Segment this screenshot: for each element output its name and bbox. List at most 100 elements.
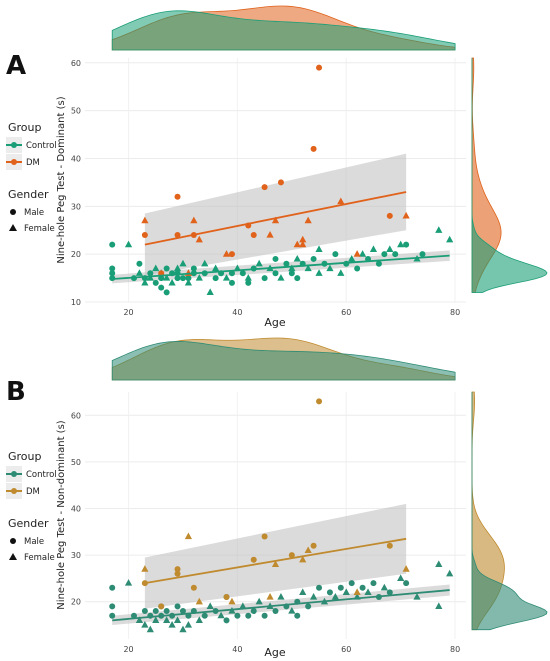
confidence-band-dm <box>144 503 407 609</box>
data-point-triangle <box>141 621 149 628</box>
panel-b: B 20 40 60 80 20 30 40 50 60 Age Nine-hole Peg T… <box>6 337 548 659</box>
data-point-triangle <box>310 593 318 600</box>
data-point-triangle <box>173 264 182 272</box>
y-tick-label: 40 <box>71 154 81 163</box>
data-point-triangle <box>277 274 285 281</box>
data-point-circle <box>354 265 361 272</box>
data-point-circle <box>261 612 268 619</box>
data-point-circle <box>403 241 410 248</box>
data-point-triangle <box>446 569 454 577</box>
panel-a-legend-control: Control <box>6 137 57 153</box>
data-point-circle <box>185 275 192 282</box>
legend-label-male: Male <box>24 537 44 547</box>
data-point-triangle <box>217 611 225 619</box>
data-point-circle <box>316 64 323 71</box>
data-point-circle <box>272 270 279 277</box>
data-point-triangle <box>239 602 247 609</box>
data-point-triangle <box>206 288 214 296</box>
x-tick-label: 40 <box>232 645 242 654</box>
x-tick-label: 20 <box>123 645 133 654</box>
legend-female-triangle-icon <box>9 224 17 231</box>
data-point-triangle <box>271 216 280 224</box>
data-point-circle <box>403 580 410 587</box>
data-point-triangle <box>168 278 176 286</box>
data-point-circle <box>261 275 268 282</box>
panel-b-points <box>109 398 454 633</box>
data-point-triangle <box>271 560 280 568</box>
data-point-circle <box>179 275 186 282</box>
data-point-triangle <box>255 597 263 605</box>
data-point-circle <box>277 179 284 186</box>
data-point-triangle <box>201 259 209 267</box>
data-point-circle <box>223 617 230 624</box>
data-point-circle <box>288 270 295 277</box>
data-point-circle <box>109 241 116 248</box>
data-point-triangle <box>163 274 171 281</box>
data-point-triangle <box>173 616 182 623</box>
data-point-circle <box>141 608 148 615</box>
panel-a-ticks: 20 40 60 80 10 20 30 40 50 60 <box>71 59 460 317</box>
data-point-triangle <box>288 607 296 614</box>
data-point-triangle <box>358 250 367 257</box>
data-point-triangle <box>168 621 176 628</box>
data-point-circle <box>337 584 344 591</box>
data-point-circle <box>234 612 241 619</box>
data-point-triangle <box>195 274 203 281</box>
data-point-triangle <box>135 269 144 276</box>
data-point-triangle <box>299 555 307 563</box>
data-point-circle <box>250 608 257 615</box>
panel-b-legend-control: Control <box>6 466 57 482</box>
x-tick-label: 20 <box>123 308 133 317</box>
data-point-circle <box>348 580 355 587</box>
data-point-triangle <box>179 625 187 633</box>
data-point-triangle <box>206 602 214 609</box>
x-tick-label: 80 <box>450 308 460 317</box>
legend-label-control: Control <box>26 141 57 151</box>
data-point-circle <box>109 603 116 610</box>
data-point-triangle <box>228 597 236 605</box>
legend-label-female: Female <box>24 553 55 563</box>
legend-label-control: Control <box>26 470 57 480</box>
data-point-triangle <box>304 264 312 272</box>
x-tick-label: 40 <box>232 308 242 317</box>
data-point-triangle <box>184 278 193 286</box>
panel-b-xlabel: Age <box>264 646 286 659</box>
data-point-triangle <box>293 240 301 248</box>
data-point-triangle <box>293 254 301 262</box>
data-point-triangle <box>342 588 350 595</box>
data-point-triangle <box>348 254 356 262</box>
data-point-circle <box>272 255 279 262</box>
data-point-triangle <box>124 240 133 248</box>
data-point-circle <box>316 398 323 405</box>
data-point-circle <box>245 612 252 619</box>
trend-line-dm <box>144 191 407 246</box>
data-point-triangle <box>152 264 160 272</box>
data-point-triangle <box>315 245 323 252</box>
legend-label-male: Male <box>24 208 44 218</box>
data-point-circle <box>288 552 295 559</box>
data-point-circle <box>310 145 317 152</box>
trend-line-dm <box>144 537 407 584</box>
data-point-triangle <box>299 240 307 248</box>
x-tick-label: 60 <box>341 645 351 654</box>
data-point-triangle <box>141 278 149 286</box>
data-point-circle <box>212 275 219 282</box>
data-point-circle <box>174 570 181 577</box>
data-point-circle <box>261 533 268 540</box>
legend-key-point <box>11 142 17 148</box>
data-point-triangle <box>184 621 193 628</box>
panel-a-legend-dm: DM <box>6 154 40 170</box>
data-point-circle <box>163 265 170 272</box>
confidence-band-dm <box>144 153 407 276</box>
data-point-triangle <box>353 250 361 257</box>
panel-b-right-density <box>471 391 548 631</box>
data-point-triangle <box>326 264 334 272</box>
legend-key-point <box>11 488 17 494</box>
right-density-control <box>471 392 548 631</box>
y-tick-label: 30 <box>71 202 81 211</box>
data-point-circle <box>386 212 393 219</box>
data-point-circle <box>163 608 170 615</box>
data-point-triangle <box>397 574 405 582</box>
data-point-circle <box>332 251 339 258</box>
data-point-triangle <box>266 593 274 600</box>
